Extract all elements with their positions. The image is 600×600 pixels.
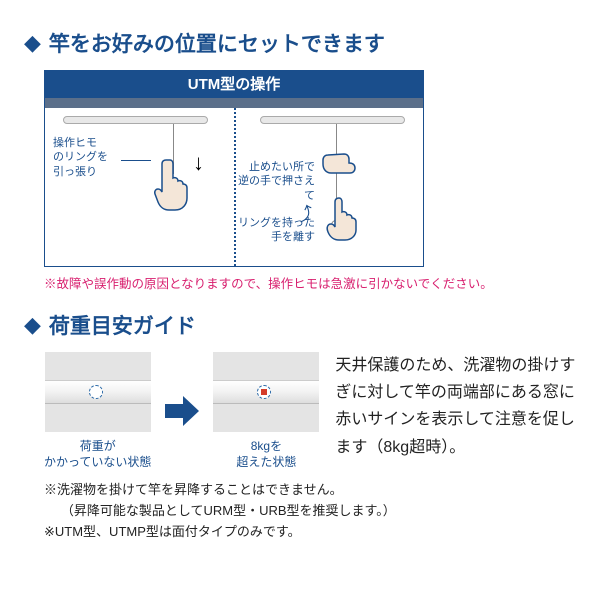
diamond-icon: ◆ (24, 30, 41, 56)
panel2-callout-lower: リングを持った 手を離す (225, 216, 315, 245)
footnote-1-sub: （昇降可能な製品としてURM型・URB型を推奨します。） (44, 501, 576, 522)
operation-warning: ※故障や誤作動の原因となりますので、操作ヒモは急激に引かないでください。 (44, 273, 576, 292)
panel2-lower-hand-icon (317, 194, 365, 242)
rod-image-over8kg (213, 352, 319, 432)
operation-diagram: UTM型の操作 ↓ 操作ヒモ のリングを 引っ張り 止めたい所で 逆の手で押さえ… (44, 70, 424, 267)
footnote-1: ※洗濯物を掛けて竿を昇降することはできません。 (44, 480, 576, 501)
load-guide-row: 荷重が かかっていない状態 8kgを 超えた状態 天井保護のため、洗濯物の掛けす… (44, 352, 576, 470)
section-1-title: 竿をお好みの位置にセットできます (49, 28, 385, 58)
footnote-2: ※UTM型、UTMP型は面付タイプのみです。 (44, 522, 576, 543)
footnotes: ※洗濯物を掛けて竿を昇降することはできません。 （昇降可能な製品としてURM型・… (44, 480, 576, 542)
section-2-heading: ◆ 荷重目安ガイド (24, 310, 576, 340)
rod-window-empty (89, 385, 103, 399)
rod-figure-noload: 荷重が かかっていない状態 (44, 352, 151, 470)
rod-figure-over8kg: 8kgを 超えた状態 (213, 352, 319, 470)
panel2-callout-upper: 止めたい所で 逆の手で押さえて (229, 160, 315, 203)
panel1-rod (63, 116, 208, 124)
rod-image-noload (45, 352, 151, 432)
load-guide-description: 天井保護のため、洗濯物の掛けすぎに対して竿の両端部にある窓に赤いサインを表示して… (335, 352, 576, 461)
section-1-heading: ◆ 竿をお好みの位置にセットできます (24, 28, 576, 58)
diamond-icon: ◆ (24, 312, 41, 338)
rod-caption-over8kg: 8kgを 超えた状態 (236, 438, 296, 470)
section-2-title: 荷重目安ガイド (49, 310, 196, 340)
operation-diagram-title: UTM型の操作 (44, 70, 424, 97)
right-arrow-icon (163, 392, 201, 430)
panel1-callout-line (121, 160, 151, 161)
panel1-callout: 操作ヒモ のリングを 引っ張り (53, 136, 123, 179)
ceiling-strip (45, 98, 423, 108)
rod-caption-noload: 荷重が かかっていない状態 (44, 438, 151, 470)
operation-diagram-body: ↓ 操作ヒモ のリングを 引っ張り 止めたい所で 逆の手で押さえて ⤴ リングを… (44, 97, 424, 267)
panel2-rod (260, 116, 405, 124)
panel1-hand-icon (150, 156, 198, 216)
panel2-upper-hand-icon (317, 136, 365, 184)
rod-figures: 荷重が かかっていない状態 8kgを 超えた状態 (44, 352, 319, 470)
